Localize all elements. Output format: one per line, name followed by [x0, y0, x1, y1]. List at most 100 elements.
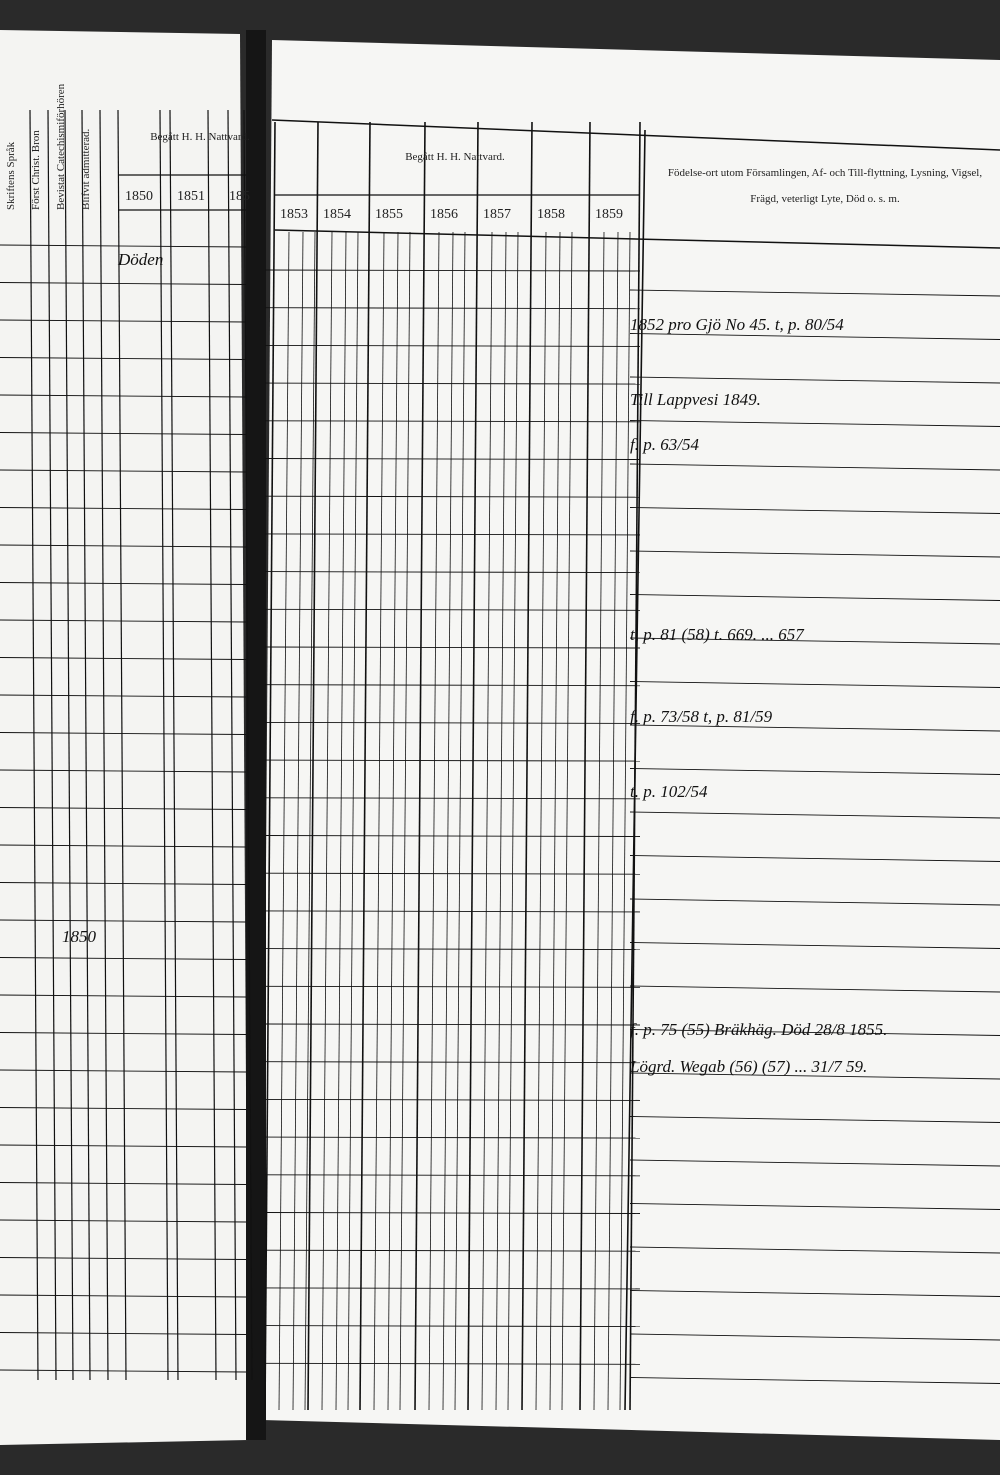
rule: [264, 307, 641, 310]
year: 1857: [483, 207, 511, 222]
rule: [624, 129, 646, 1411]
rule: [629, 463, 1000, 471]
column-header: Bevistat Catechismiförhören: [55, 83, 67, 210]
rule: [264, 121, 276, 1411]
rule: [629, 376, 1000, 384]
rule: [0, 807, 247, 810]
rule: [414, 121, 426, 1411]
year: 1856: [430, 207, 458, 222]
remark: t. p. 102/54: [630, 782, 708, 801]
rule: [0, 432, 247, 435]
rule: [387, 231, 399, 1411]
rule: [264, 1174, 641, 1177]
rule: [359, 121, 371, 1411]
rule: [629, 594, 1000, 601]
rule: [264, 1362, 641, 1365]
rule: [0, 582, 247, 585]
rule: [264, 1061, 641, 1064]
rule: [264, 1287, 641, 1290]
rule: [264, 721, 641, 724]
rule: [0, 994, 247, 998]
rule: [264, 646, 641, 649]
communion-header: Begått H. H. Nattvard.: [150, 131, 250, 143]
year: 1851: [177, 189, 205, 204]
rule: [264, 1212, 641, 1214]
rule: [629, 1333, 1000, 1341]
rule: [264, 1249, 641, 1252]
rule: [629, 942, 1000, 949]
rule: [399, 231, 411, 1411]
rule: [629, 681, 1000, 688]
remarks-header-box: Födelse-ort utom Församlingen, Af- och T…: [668, 167, 982, 205]
right-page: [262, 40, 1000, 1440]
remark: 1852 pro Gjö No 45. t, p. 80/54: [630, 315, 844, 334]
rule: [274, 229, 1000, 249]
rule: [264, 910, 641, 913]
rule: [629, 768, 1000, 775]
rule: [264, 1136, 641, 1139]
remark: t, p. 81 (58) t. 669. ... 657: [630, 625, 805, 644]
rule: [264, 269, 641, 272]
year: 1859: [595, 207, 623, 222]
ruling: [0, 109, 1000, 1411]
rule: [264, 948, 641, 951]
rule: [629, 1072, 1000, 1080]
rule: [0, 919, 247, 923]
year: 1858: [537, 207, 565, 222]
rule: [264, 1023, 641, 1026]
rule: [0, 1069, 247, 1073]
rule: [442, 231, 454, 1411]
rule: [264, 608, 641, 611]
rule: [629, 550, 1000, 558]
rule: [0, 544, 247, 548]
rule: [495, 231, 507, 1411]
rule: [0, 282, 247, 285]
year: 1853: [280, 207, 308, 222]
rule: [278, 231, 290, 1411]
rule: [264, 835, 641, 837]
rule: [264, 495, 641, 498]
rule: [264, 1325, 641, 1328]
rule: [47, 109, 57, 1381]
rule: [304, 231, 316, 1411]
rule: [264, 797, 641, 800]
rule: [0, 1332, 247, 1335]
rule: [0, 1032, 247, 1035]
rule: [0, 507, 247, 510]
rule: [629, 898, 1000, 906]
rule: [0, 1219, 247, 1223]
column-header: Blifvit admitterad.: [80, 128, 92, 210]
rule: [629, 1159, 1000, 1167]
binding: [246, 30, 266, 1440]
column-header: Skriftens Språk: [5, 141, 17, 210]
rule: [264, 759, 641, 762]
entry: 1850: [62, 927, 97, 946]
rule: [117, 109, 127, 1381]
rule: [467, 121, 479, 1411]
year: 1854: [323, 207, 351, 222]
rule: [0, 1294, 247, 1298]
rule: [373, 231, 385, 1411]
rule: [335, 231, 347, 1411]
left-page: [0, 30, 248, 1445]
rule: [579, 121, 591, 1411]
rule: [264, 458, 641, 460]
year: 1850: [125, 189, 153, 204]
rule: [0, 469, 247, 473]
rule: [0, 1144, 247, 1148]
rule: [0, 694, 247, 698]
rule: [81, 109, 91, 1381]
rule: [629, 855, 1000, 862]
rule: [0, 732, 247, 735]
rule: [0, 1257, 247, 1260]
rule: [264, 533, 641, 536]
rule: [629, 1203, 1000, 1210]
rule: [0, 1369, 247, 1373]
rule: [64, 109, 74, 1381]
rule: [321, 231, 333, 1411]
rule: [0, 357, 247, 360]
rule: [264, 985, 641, 988]
column-header: Först Christ. Bron: [30, 130, 42, 210]
